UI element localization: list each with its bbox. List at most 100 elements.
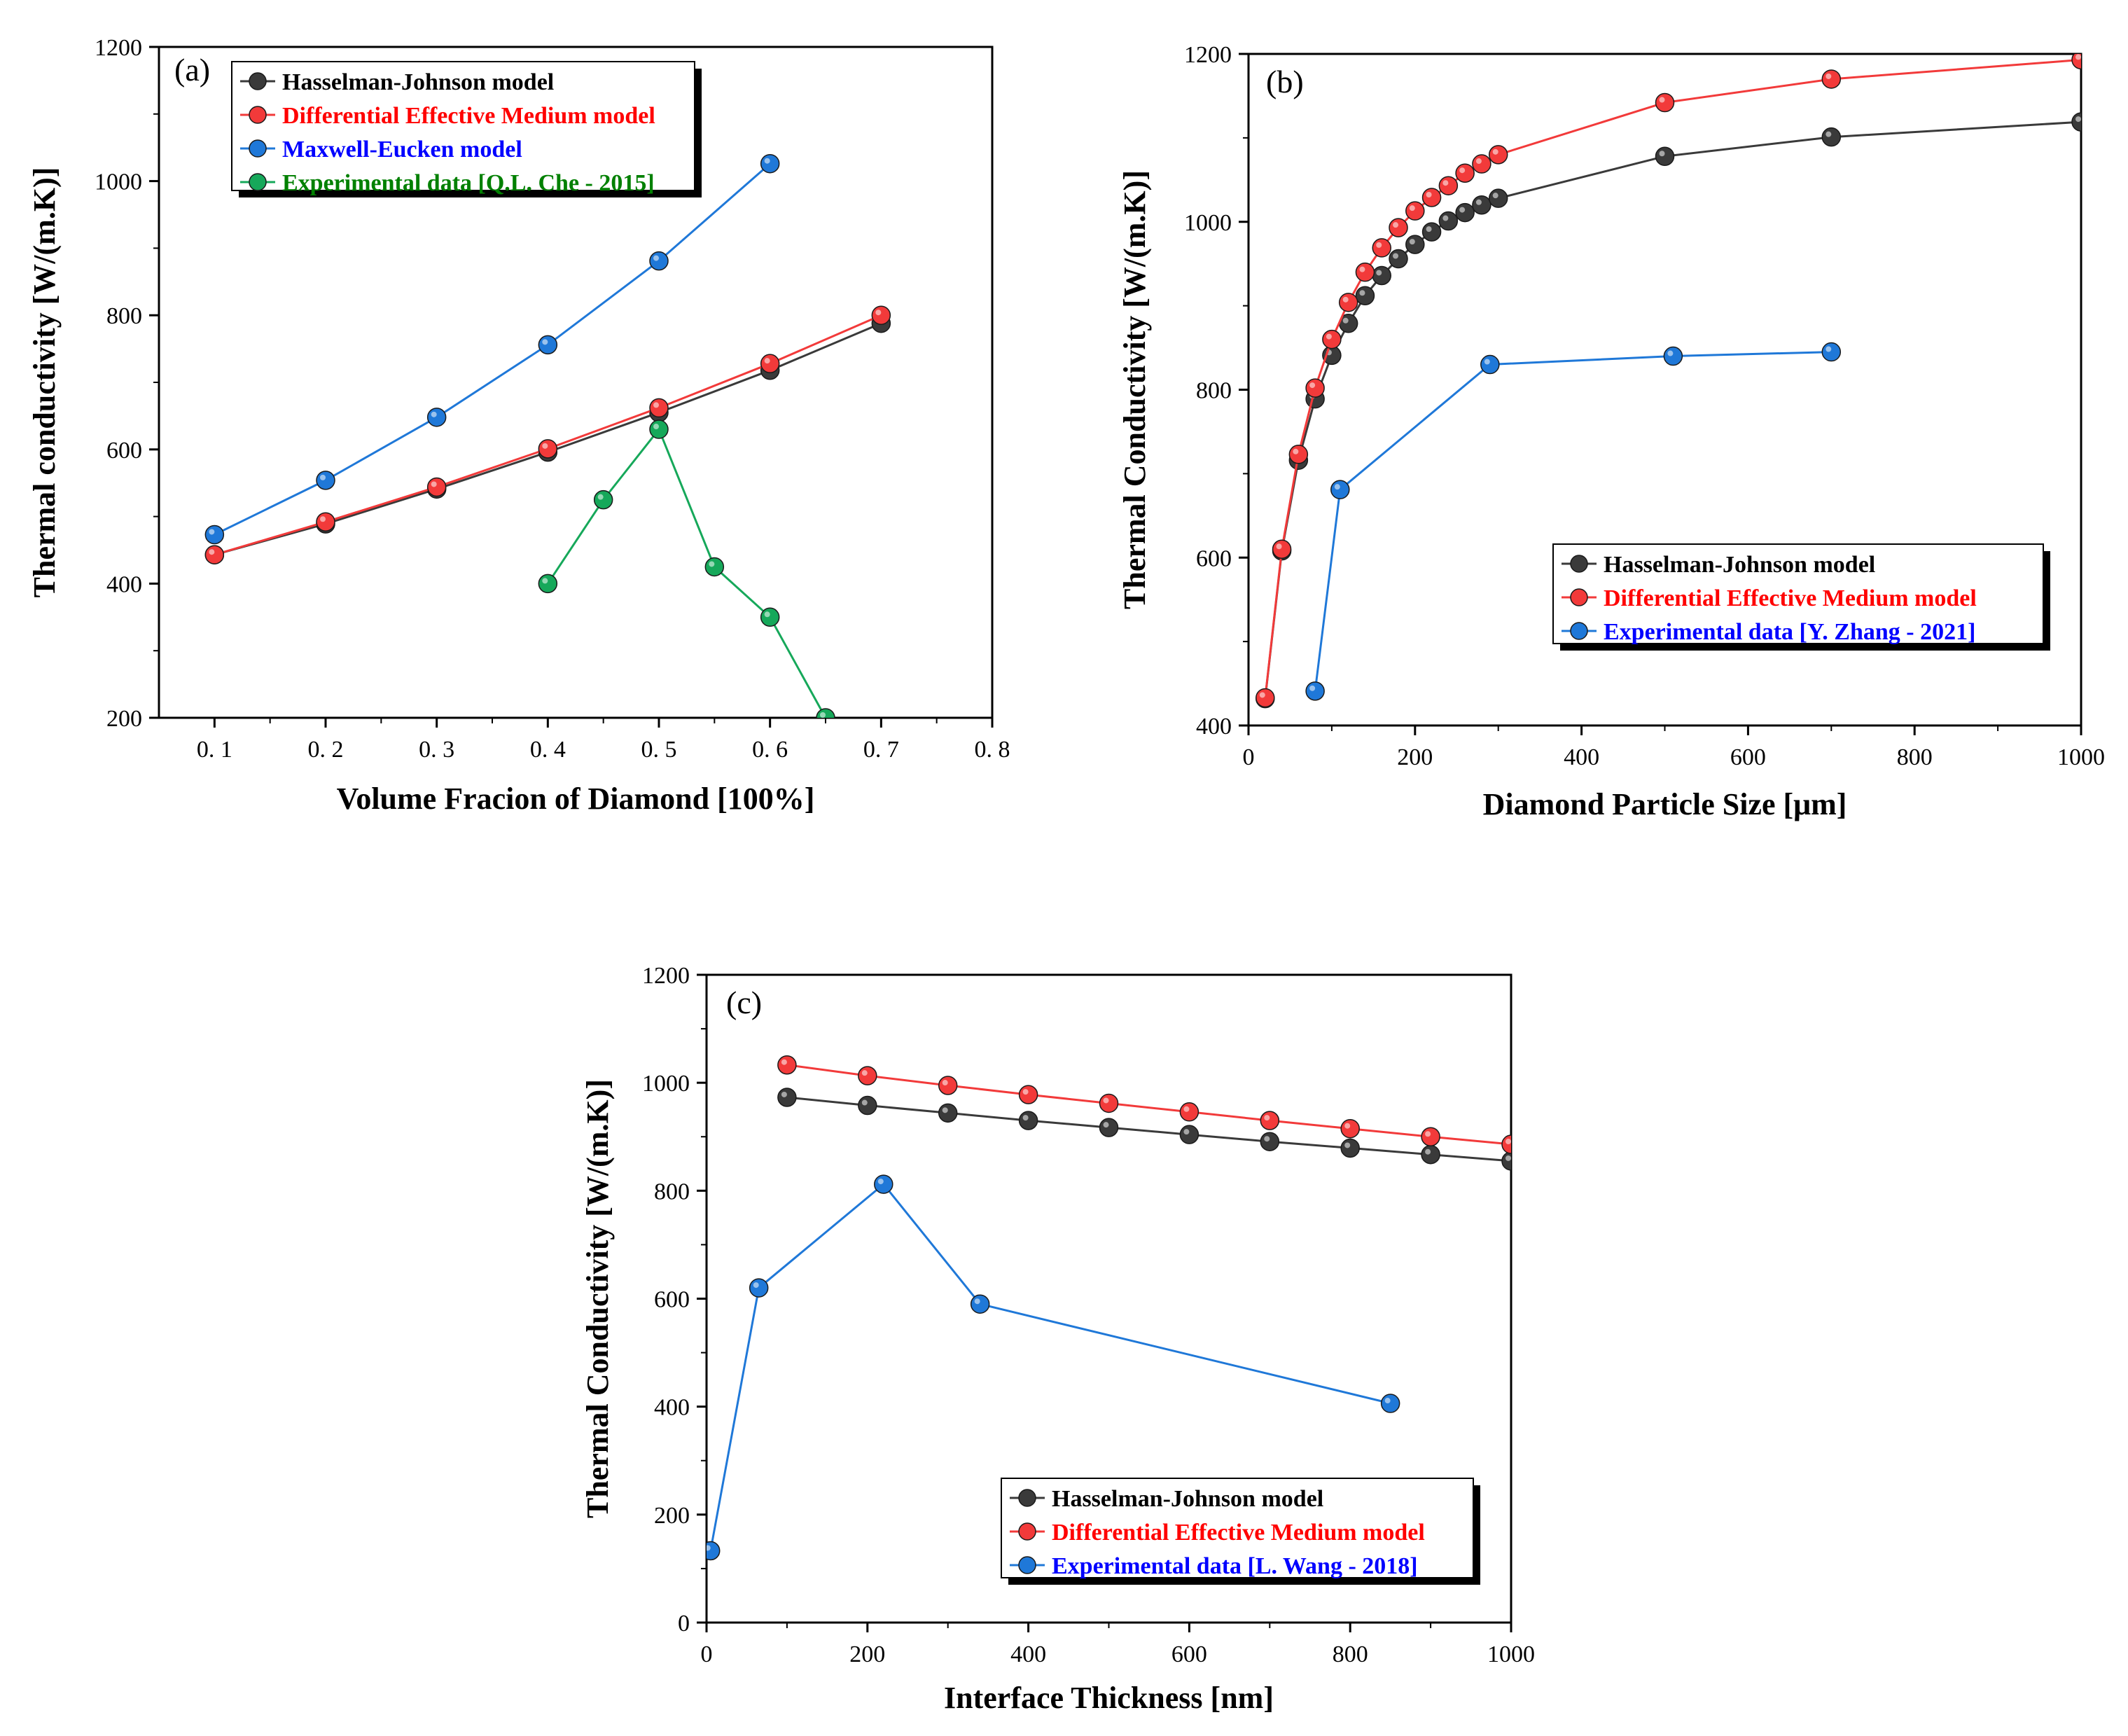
data-point-highlight: [1376, 242, 1382, 248]
data-point-highlight: [1326, 333, 1332, 340]
data-point-highlight: [1384, 1398, 1391, 1404]
x-tick-label: 600: [1171, 1641, 1207, 1667]
x-tick-label: 0. 5: [641, 737, 677, 763]
data-point-highlight: [2075, 54, 2081, 60]
data-point: [777, 1055, 797, 1075]
x-axis-title: Interface Thickness [nm]: [944, 1681, 1274, 1715]
series-line: [214, 162, 771, 536]
chart-panel-b: 400 600 800 1000 1200 0 200 400 600 800 1000 Diamon…: [1118, 42, 2105, 821]
data-point-highlight: [753, 1282, 759, 1289]
y-tick-label: 800: [654, 1179, 690, 1204]
data-point: [649, 251, 669, 271]
data-point-highlight: [320, 516, 326, 522]
data-point: [1305, 681, 1325, 701]
legend-marker: [249, 139, 267, 158]
y-tick-label: 400: [1196, 714, 1232, 739]
legend-box: [231, 61, 695, 191]
data-point: [593, 489, 613, 510]
legend-marker: [1018, 1522, 1036, 1541]
data-point-highlight: [1505, 1155, 1511, 1161]
data-point: [1405, 235, 1425, 254]
legend-marker: [249, 106, 267, 124]
data-point-highlight: [1826, 73, 1832, 79]
series-layer: [204, 153, 891, 718]
data-point-highlight: [209, 529, 215, 535]
data-point-highlight: [1459, 207, 1466, 213]
data-point-highlight: [1259, 692, 1265, 698]
y-tick-label: 600: [1196, 546, 1232, 571]
data-point: [1179, 1102, 1199, 1122]
x-tick-label: 0. 8: [975, 737, 1010, 763]
data-point-highlight: [1359, 266, 1365, 272]
y-tick-label: 0: [678, 1611, 690, 1637]
data-point: [1655, 92, 1675, 113]
x-tick-label: 600: [1730, 744, 1766, 770]
data-point: [1821, 127, 1842, 147]
legend-entry-label: Maxwell-Eucken model: [282, 137, 522, 162]
data-point-highlight: [1484, 359, 1490, 365]
y-tick-label: 1200: [1184, 42, 1232, 68]
data-point-highlight: [974, 1298, 980, 1305]
data-point-highlight: [764, 611, 770, 618]
data-point: [858, 1066, 877, 1085]
data-point: [649, 398, 669, 418]
x-tick-label: 0. 2: [308, 737, 344, 763]
data-point-highlight: [1409, 205, 1415, 211]
data-point: [1256, 688, 1275, 708]
x-tick-label: 0. 6: [752, 737, 788, 763]
data-point-highlight: [709, 561, 715, 567]
data-point-highlight: [542, 578, 548, 584]
data-point: [1455, 202, 1475, 223]
data-point-highlight: [1425, 1148, 1431, 1155]
data-point: [777, 1088, 797, 1107]
data-point-highlight: [653, 402, 659, 408]
data-point-highlight: [1475, 199, 1482, 205]
data-point-highlight: [2075, 116, 2081, 123]
data-point: [1821, 342, 1842, 362]
data-point-highlight: [1022, 1089, 1029, 1095]
data-point: [1405, 201, 1425, 221]
x-tick-label: 0. 4: [530, 737, 566, 763]
data-point: [704, 557, 725, 577]
data-point-highlight: [1826, 131, 1832, 137]
data-point: [1421, 1144, 1440, 1165]
x-tick-label: 400: [1564, 744, 1599, 770]
data-point-highlight: [1459, 167, 1466, 174]
series-line: [1264, 120, 2081, 699]
data-point: [1438, 211, 1459, 231]
data-point-highlight: [1344, 1142, 1351, 1148]
x-tick-label: 0. 3: [419, 737, 454, 763]
data-point: [1340, 1118, 1360, 1139]
data-point-highlight: [1264, 1115, 1270, 1121]
legend-entry-label: Hasselman-Johnson model: [1604, 552, 1875, 578]
panel-label: (c): [726, 985, 762, 1020]
legend-marker: [1018, 1489, 1036, 1507]
data-point: [1655, 146, 1675, 166]
x-tick-label: 1000: [1487, 1641, 1535, 1667]
data-point: [1338, 293, 1358, 312]
data-point: [938, 1103, 958, 1123]
data-point: [1355, 262, 1375, 282]
data-point: [1372, 238, 1391, 258]
data-point: [1355, 286, 1375, 305]
data-point-highlight: [431, 411, 437, 417]
legend: Hasselman-Johnson model Differential Effe…: [1001, 1478, 1480, 1585]
data-point-highlight: [1183, 1106, 1190, 1112]
x-tick-label: 0. 7: [863, 737, 899, 763]
data-point-highlight: [542, 443, 548, 449]
data-point-highlight: [1492, 193, 1498, 199]
data-point: [1260, 1111, 1280, 1130]
series-line: [786, 1064, 1511, 1146]
data-point-highlight: [1293, 448, 1299, 454]
data-point: [1305, 378, 1325, 398]
data-point-highlight: [1309, 685, 1316, 691]
y-tick-label: 600: [106, 438, 142, 464]
data-point-highlight: [764, 158, 770, 164]
legend-entry-label: Experimental data [Y. Zhang - 2021]: [1604, 619, 1975, 645]
data-point-highlight: [1376, 270, 1382, 276]
data-point-highlight: [597, 494, 604, 500]
series-line: [1264, 58, 2081, 698]
data-point: [707, 1541, 721, 1561]
data-point-highlight: [861, 1099, 868, 1106]
legend-marker: [1570, 588, 1588, 606]
